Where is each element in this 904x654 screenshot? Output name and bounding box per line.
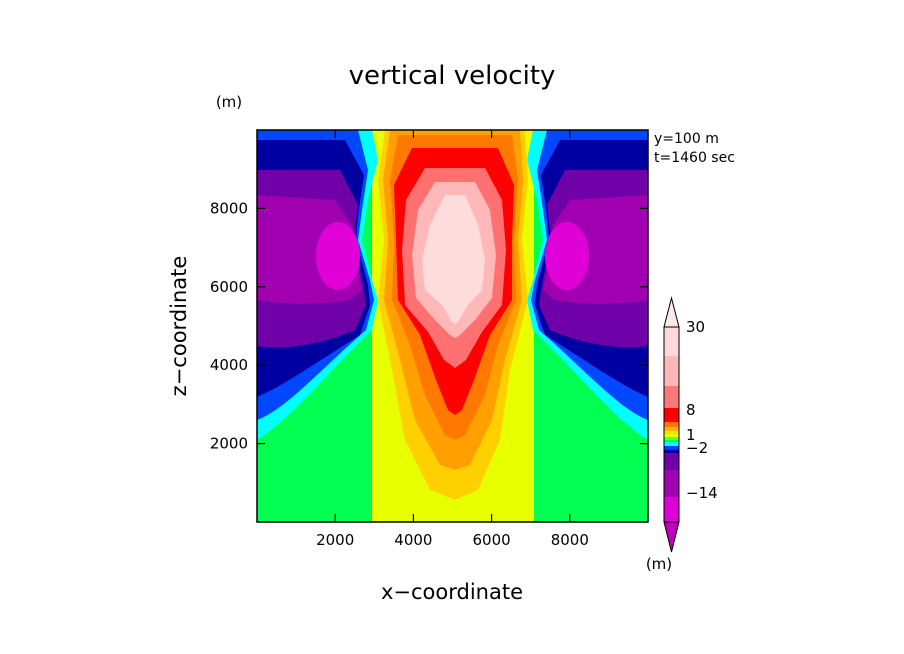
x-axis-label: x−coordinate: [381, 580, 523, 604]
y-tick-label: 8000: [210, 199, 248, 217]
colorbar-band: [664, 437, 679, 440]
colorbar-band: [664, 386, 679, 408]
y-axis-ticks: 2000 4000 6000 8000: [210, 199, 648, 453]
colorbar-band: [664, 450, 679, 453]
x-tick-label: 2000: [316, 531, 354, 549]
y-tick-label: 2000: [210, 435, 248, 453]
contour-magenta-right: [545, 222, 589, 290]
colorbar-label: 1: [686, 426, 696, 444]
colorbar: [663, 296, 680, 553]
y-tick-label: 6000: [210, 278, 248, 296]
colorbar-band: [664, 434, 679, 437]
x-tick-label: 8000: [551, 531, 589, 549]
colorbar-unit: (m): [646, 555, 672, 573]
colorbar-label: −2: [686, 439, 708, 457]
plot-frame: [256, 129, 649, 523]
colorbar-band: [664, 356, 679, 386]
annotation-y-position: y=100 m: [654, 131, 719, 147]
contour-core: [422, 195, 485, 324]
y-axis-unit: (m): [216, 93, 242, 111]
colorbar-band: [664, 408, 679, 422]
colorbar-band: [664, 446, 679, 450]
colorbar-label: 8: [686, 401, 696, 419]
contour-magenta-left: [316, 222, 360, 290]
colorbar-band: [664, 442, 679, 446]
colorbar-band: [664, 422, 679, 427]
x-tick-label: 6000: [473, 531, 511, 549]
colorbar-band: [664, 427, 679, 431]
y-axis-label: z−coordinate: [167, 256, 191, 397]
chart-title: vertical velocity: [349, 61, 556, 91]
colorbar-band: [664, 440, 679, 442]
colorbar-band: [664, 497, 679, 522]
colorbar-lower-arrow: [663, 521, 680, 553]
colorbar-label: 30: [686, 318, 705, 336]
colorbar-label: −14: [686, 484, 718, 502]
colorbar-band: [664, 470, 679, 497]
colorbar-band: [664, 327, 679, 356]
velocity-contour-field: [257, 130, 648, 522]
colorbar-band: [664, 453, 679, 470]
annotation-time: t=1460 sec: [654, 150, 735, 166]
x-axis-ticks: 2000 4000 6000 8000: [316, 130, 589, 549]
colorbar-upper-arrow: [663, 296, 680, 328]
colorbar-labels: 30 8 1−2 −14: [686, 318, 718, 502]
x-tick-label: 4000: [394, 531, 432, 549]
y-tick-label: 4000: [210, 356, 248, 374]
colorbar-band: [664, 431, 679, 434]
colorbar-frame: [663, 326, 680, 523]
